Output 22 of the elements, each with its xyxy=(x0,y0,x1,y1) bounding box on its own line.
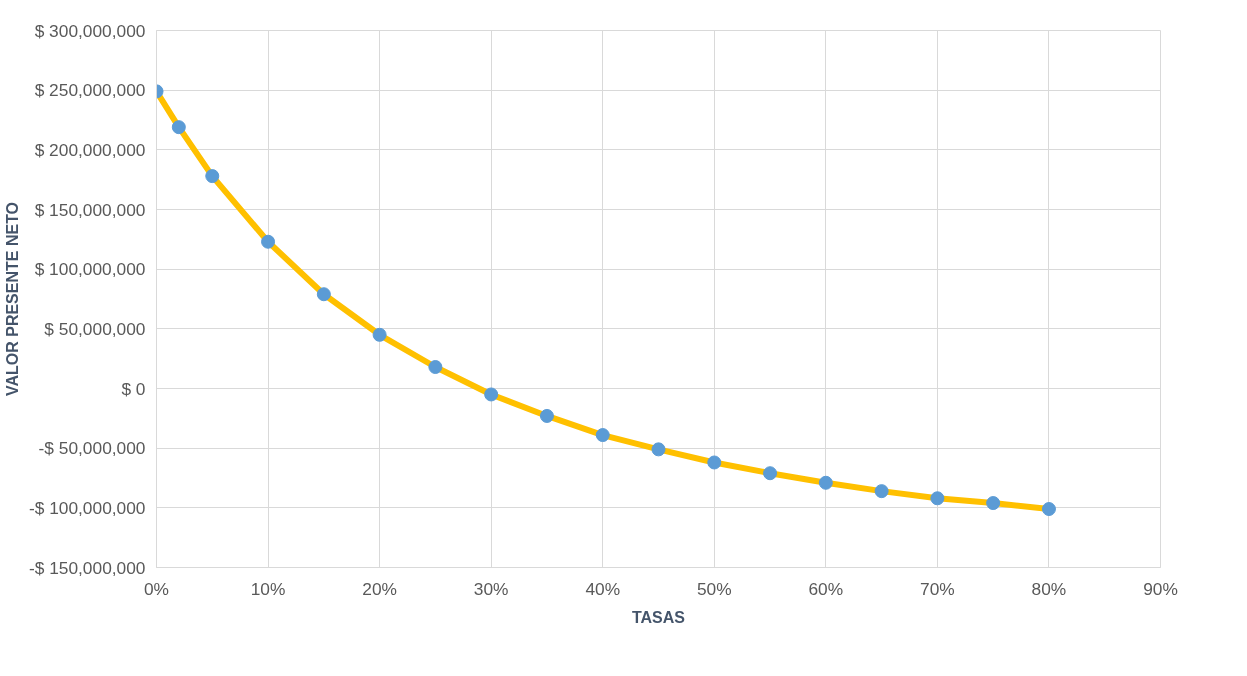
x-tick-label: 60% xyxy=(808,578,844,599)
x-tick-label: 40% xyxy=(585,578,621,599)
y-tick-label: $ 0 xyxy=(121,378,146,399)
y-tick-label: $ 250,000,000 xyxy=(34,80,146,101)
x-tick-label: 50% xyxy=(696,578,732,599)
y-tick-label: $ 50,000,000 xyxy=(44,318,146,339)
y-tick-label: -$ 150,000,000 xyxy=(28,557,146,578)
y-axis-title: VALOR PRESENTE NETO xyxy=(3,201,21,397)
y-tick-label: -$ 100,000,000 xyxy=(28,497,146,518)
y-tick-label: $ 300,000,000 xyxy=(34,20,146,41)
x-axis-title: TASAS xyxy=(631,608,686,626)
x-tick-label: 10% xyxy=(250,578,286,599)
y-tick-label: $ 100,000,000 xyxy=(34,259,146,280)
y-tick-label: $ 150,000,000 xyxy=(34,199,146,220)
x-tick-label: 30% xyxy=(473,578,509,599)
y-tick-label: $ 200,000,000 xyxy=(34,139,146,160)
x-tick-label: 80% xyxy=(1031,578,1067,599)
x-tick-label: 20% xyxy=(362,578,397,599)
y-tick-label: -$ 50,000,000 xyxy=(38,438,146,459)
x-tick-label: 0% xyxy=(143,578,170,599)
x-tick-label: 70% xyxy=(920,578,955,599)
x-tick-label: 90% xyxy=(1143,578,1178,599)
